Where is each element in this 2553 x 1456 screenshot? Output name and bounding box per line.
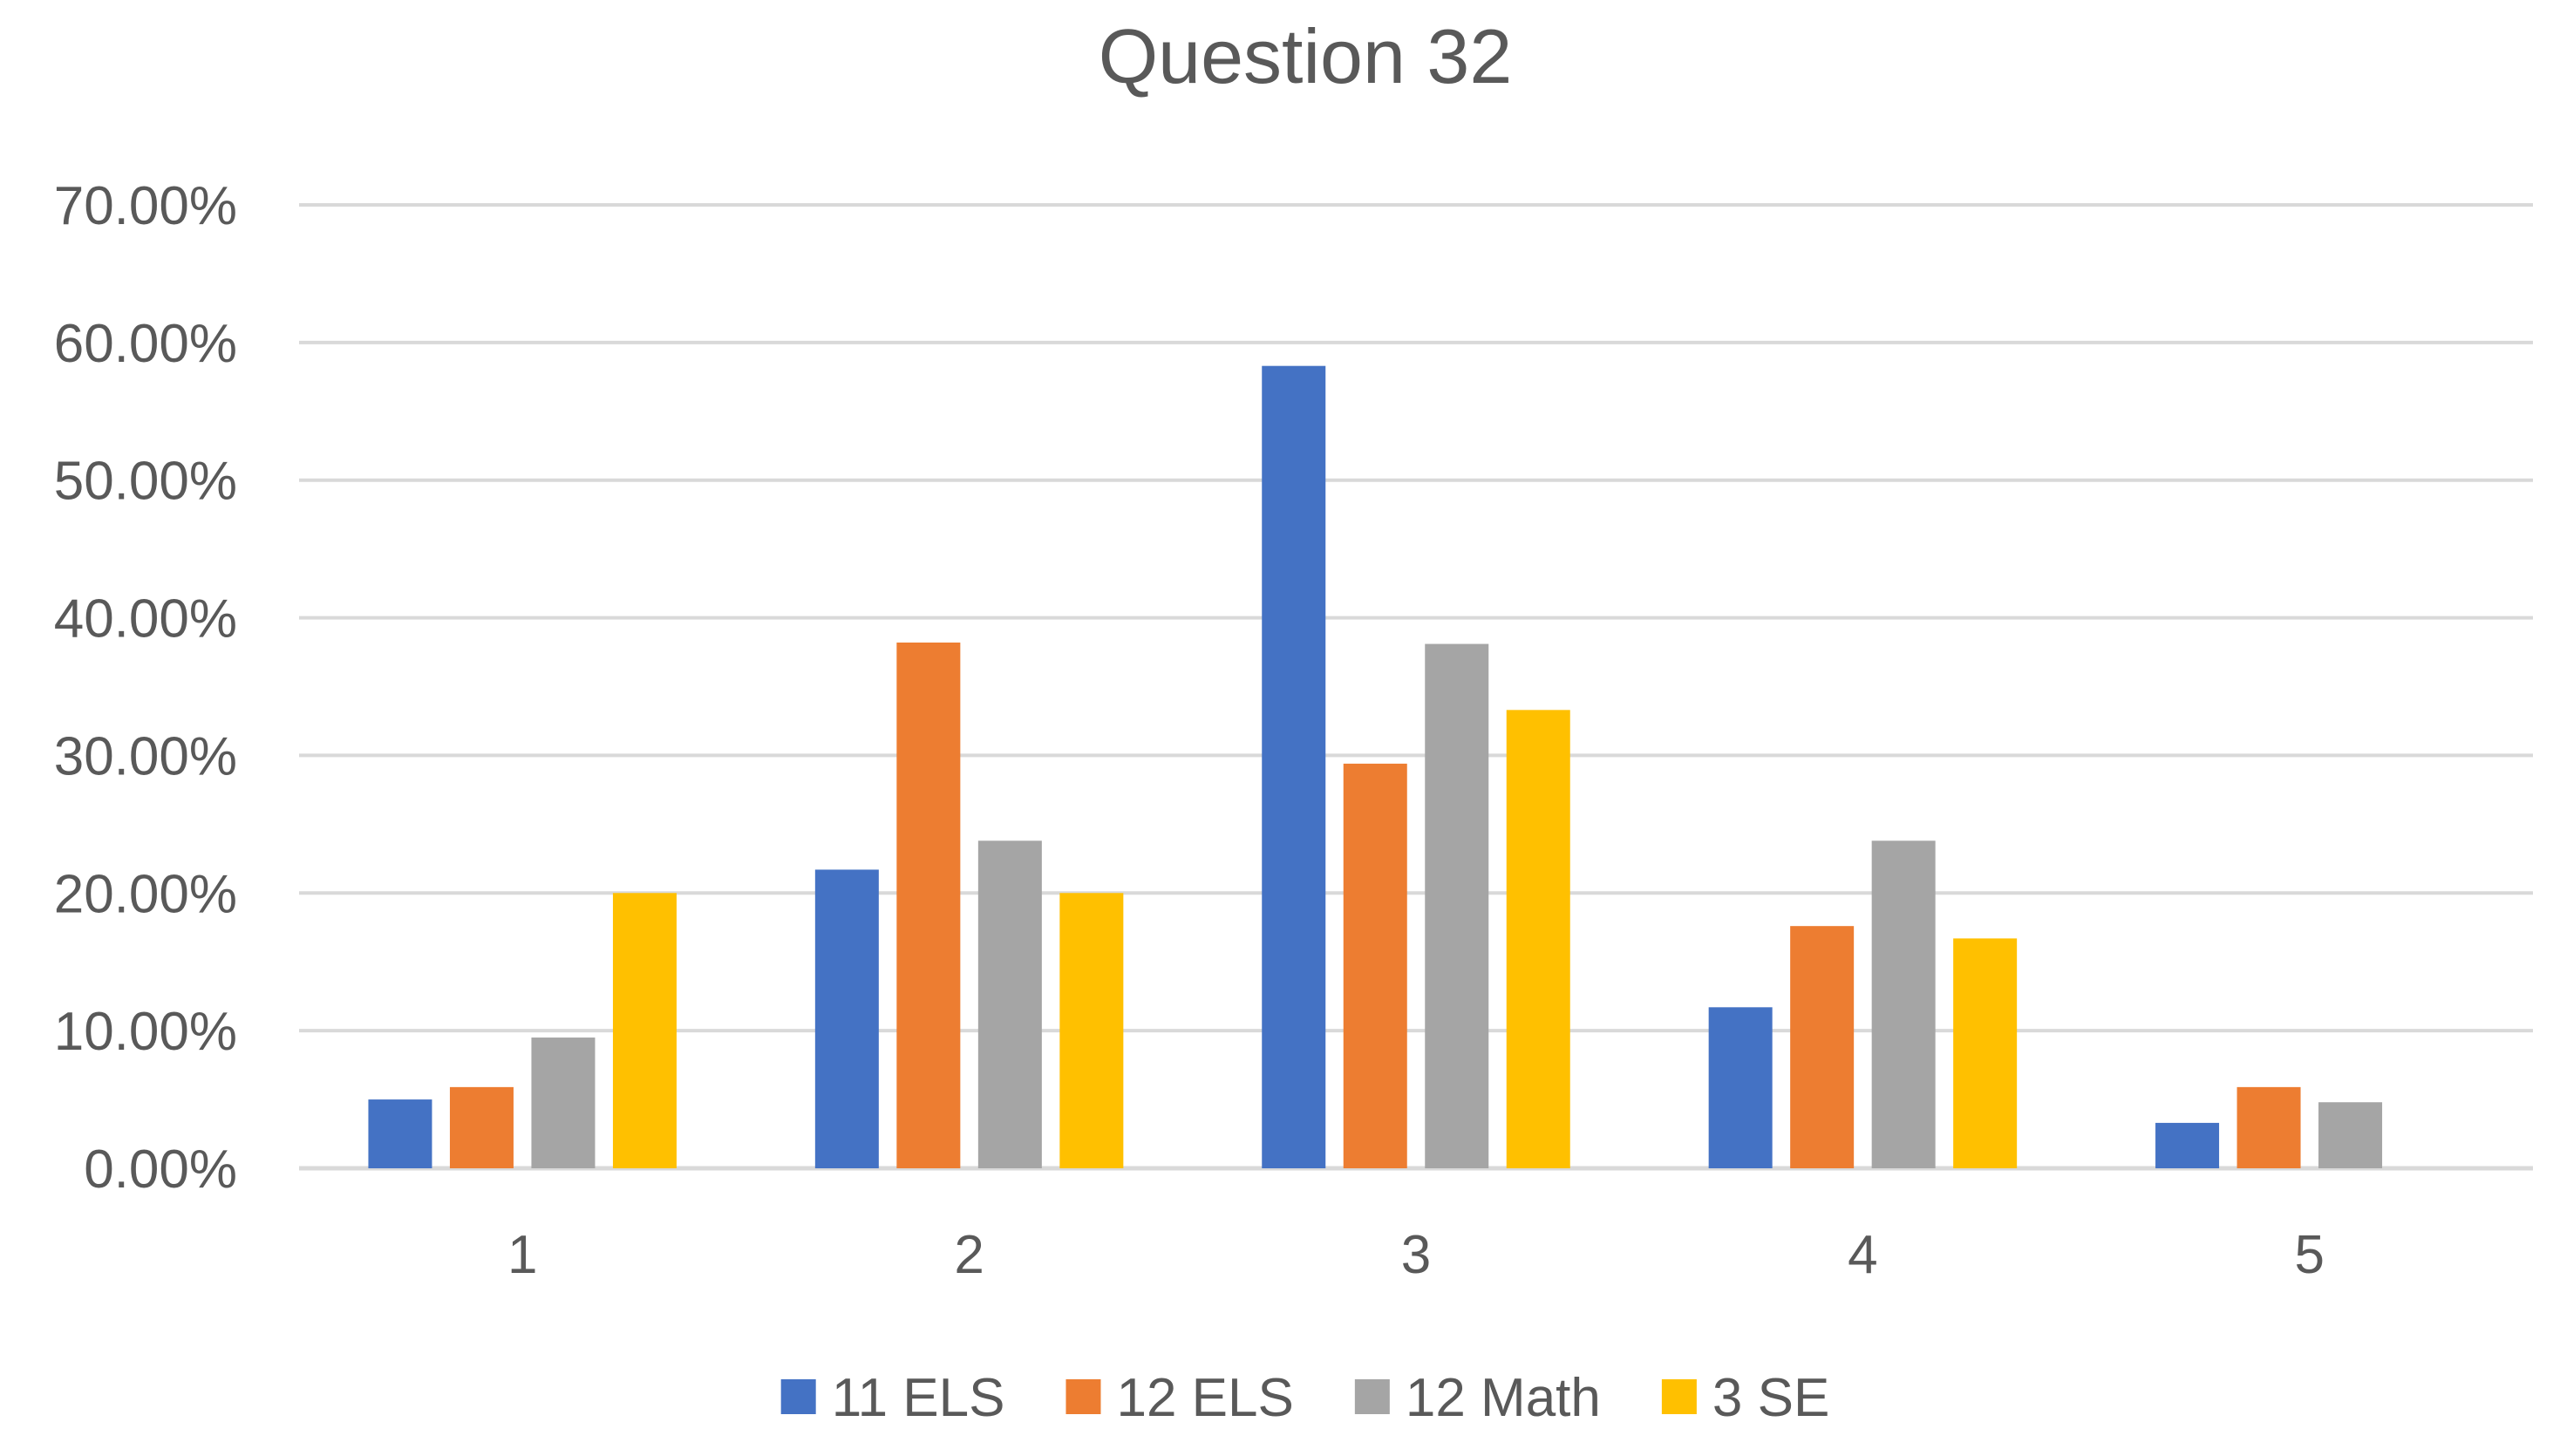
bar-3-se-cat-3 (1506, 710, 1570, 1168)
legend-item: 12 ELS (1065, 1368, 1294, 1428)
bar-11-els-cat-4 (1708, 1007, 1773, 1168)
bar-12-els-cat-1 (449, 1086, 514, 1168)
bar-3-se-cat-1 (612, 893, 677, 1168)
bars (368, 365, 2383, 1168)
bar-3-se-cat-2 (1059, 893, 1124, 1168)
bar-11-els-cat-1 (368, 1099, 432, 1168)
bar-12-math-cat-4 (1871, 840, 1936, 1168)
bar-11-els-cat-3 (1262, 365, 1326, 1168)
bar-12-els-cat-5 (2236, 1086, 2301, 1168)
bar-12-math-cat-5 (2318, 1102, 2383, 1168)
y-tick-label: 60.00% (54, 314, 237, 374)
x-tick-label: 2 (954, 1225, 984, 1285)
y-tick-label: 30.00% (54, 726, 237, 786)
x-tick-label: 5 (2295, 1225, 2325, 1285)
y-tick-label: 0.00% (84, 1140, 237, 1200)
legend-label: 11 ELS (832, 1368, 1005, 1428)
legend-item: 11 ELS (780, 1368, 1005, 1428)
x-tick-label: 3 (1401, 1225, 1431, 1285)
legend-label: 12 Math (1406, 1368, 1601, 1428)
y-tick-label: 50.00% (54, 452, 237, 512)
x-axis-ticks: 1 2 3 4 5 (507, 1225, 2325, 1285)
bar-12-math-cat-1 (531, 1038, 596, 1168)
bar-11-els-cat-2 (814, 869, 879, 1168)
bar-12-math-cat-2 (977, 840, 1042, 1168)
legend-swatch (1065, 1379, 1101, 1414)
y-tick-label: 20.00% (54, 864, 237, 924)
y-tick-label: 70.00% (54, 176, 237, 236)
legend-swatch (1661, 1379, 1697, 1414)
legend: 11 ELS 12 ELS 12 Math 3 SE (780, 1368, 1829, 1428)
chart-title: Question 32 (1099, 13, 1513, 99)
bar-3-se-cat-4 (1953, 938, 2018, 1168)
bar-12-math-cat-3 (1425, 643, 1489, 1168)
y-axis-ticks: 0.00% 10.00% 20.00% 30.00% 40.00% 50.00% 60.00… (54, 176, 237, 1200)
bar-12-els-cat-4 (1790, 926, 1855, 1168)
legend-label: 3 SE (1712, 1368, 1829, 1428)
y-tick-label: 40.00% (54, 589, 237, 650)
legend-label: 12 ELS (1116, 1368, 1293, 1428)
bar-12-els-cat-3 (1343, 763, 1407, 1168)
legend-item: 12 Math (1354, 1368, 1601, 1428)
y-tick-label: 10.00% (54, 1002, 237, 1062)
x-tick-label: 1 (507, 1225, 537, 1285)
bar-11-els-cat-5 (2155, 1122, 2220, 1168)
legend-item: 3 SE (1661, 1368, 1829, 1428)
legend-swatch (780, 1379, 816, 1414)
x-tick-label: 4 (1848, 1225, 1877, 1285)
legend-swatch (1354, 1379, 1390, 1414)
bar-12-els-cat-2 (896, 642, 961, 1168)
